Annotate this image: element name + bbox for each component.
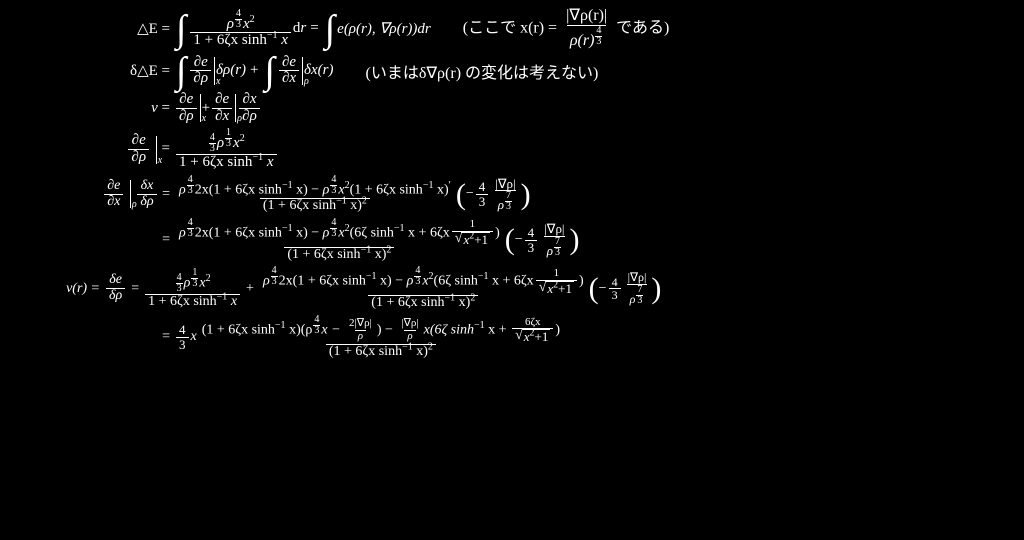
eval-bar-icon: x	[156, 136, 157, 164]
lhs-2: δ△E	[130, 63, 158, 79]
eq-line-7: v(r) = δeδρ = 43ρ13x2 1 + 6ζx sinh−1 x +…	[10, 266, 1014, 311]
eq-line-1: △E = ∫ ρ43x2 1 + 6ζx sinh−1 x dr = ∫ e(ρ…	[10, 8, 1014, 50]
eval-bar-icon: x	[214, 57, 215, 85]
eq-line-5b: = ρ432x(1 + 6ζx sinh−1 x) − ρ43x2(6ζ sin…	[10, 218, 1014, 263]
note-1: (ここで x(r) = |∇ρ(r)| ρ(r)43 である)	[463, 8, 670, 50]
integrand-2: e(ρ(r), ∇ρ(r))dr	[337, 19, 431, 38]
lhs-3: v	[151, 100, 158, 116]
integral-icon: ∫	[325, 12, 335, 46]
integral-icon: ∫	[265, 54, 275, 88]
eq-line-8: = 43 x (1 + 6ζx sinh−1 x)(ρ43x − 2|∇ρ|ρ)…	[10, 315, 1014, 360]
eval-bar-icon: ρ	[302, 57, 303, 85]
eq-line-2: δ△E = ∫ ∂e∂ρ x δρ(r) + ∫ ∂e∂x ρ δx(r) (い…	[10, 54, 1014, 88]
eq-line-3: v = ∂e∂ρ x + ∂e∂x ρ ∂x∂ρ	[10, 92, 1014, 125]
integral-icon: ∫	[176, 54, 186, 88]
integral-icon: ∫	[176, 12, 186, 46]
eval-bar-icon: ρ	[235, 94, 236, 122]
note-2: (いまはδ∇ρ(r) の変化は考えない)	[365, 59, 598, 83]
equation-block: △E = ∫ ρ43x2 1 + 6ζx sinh−1 x dr = ∫ e(ρ…	[0, 0, 1024, 371]
eval-bar-icon: x	[200, 94, 201, 122]
lhs-1: △E	[137, 21, 158, 37]
lhs-7: v(r) =	[66, 281, 100, 296]
dr-1: dr	[293, 20, 306, 37]
eq-line-5a: ∂e∂x ρ δxδρ = ρ432x(1 + 6ζx sinh−1 x) − …	[10, 175, 1014, 214]
frac-1a: ρ43x2 1 + 6ζx sinh−1 x	[190, 9, 291, 49]
eval-bar-icon: ρ	[130, 180, 131, 208]
eq-line-4: ∂e∂ρ x = 43ρ13x2 1 + 6ζx sinh−1 x	[10, 128, 1014, 171]
